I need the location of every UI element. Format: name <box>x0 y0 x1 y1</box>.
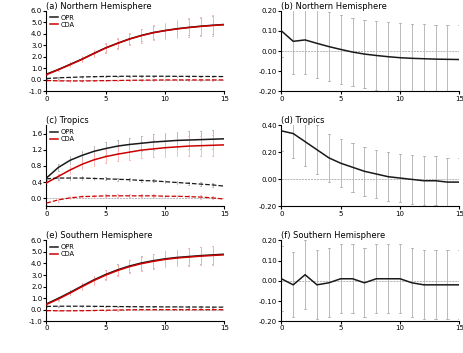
Legend: OPR, CDA: OPR, CDA <box>50 14 75 28</box>
Legend: OPR, CDA: OPR, CDA <box>50 244 75 258</box>
Text: (a) Northern Hemisphere: (a) Northern Hemisphere <box>46 1 152 11</box>
Text: (b) Northern Hemisphere: (b) Northern Hemisphere <box>281 1 387 11</box>
Text: (c) Tropics: (c) Tropics <box>46 116 89 125</box>
Legend: OPR, CDA: OPR, CDA <box>50 129 75 143</box>
Text: (d) Tropics: (d) Tropics <box>281 116 324 125</box>
Text: (f) Southern Hemisphere: (f) Southern Hemisphere <box>281 231 385 240</box>
Text: (e) Southern Hemisphere: (e) Southern Hemisphere <box>46 231 153 240</box>
